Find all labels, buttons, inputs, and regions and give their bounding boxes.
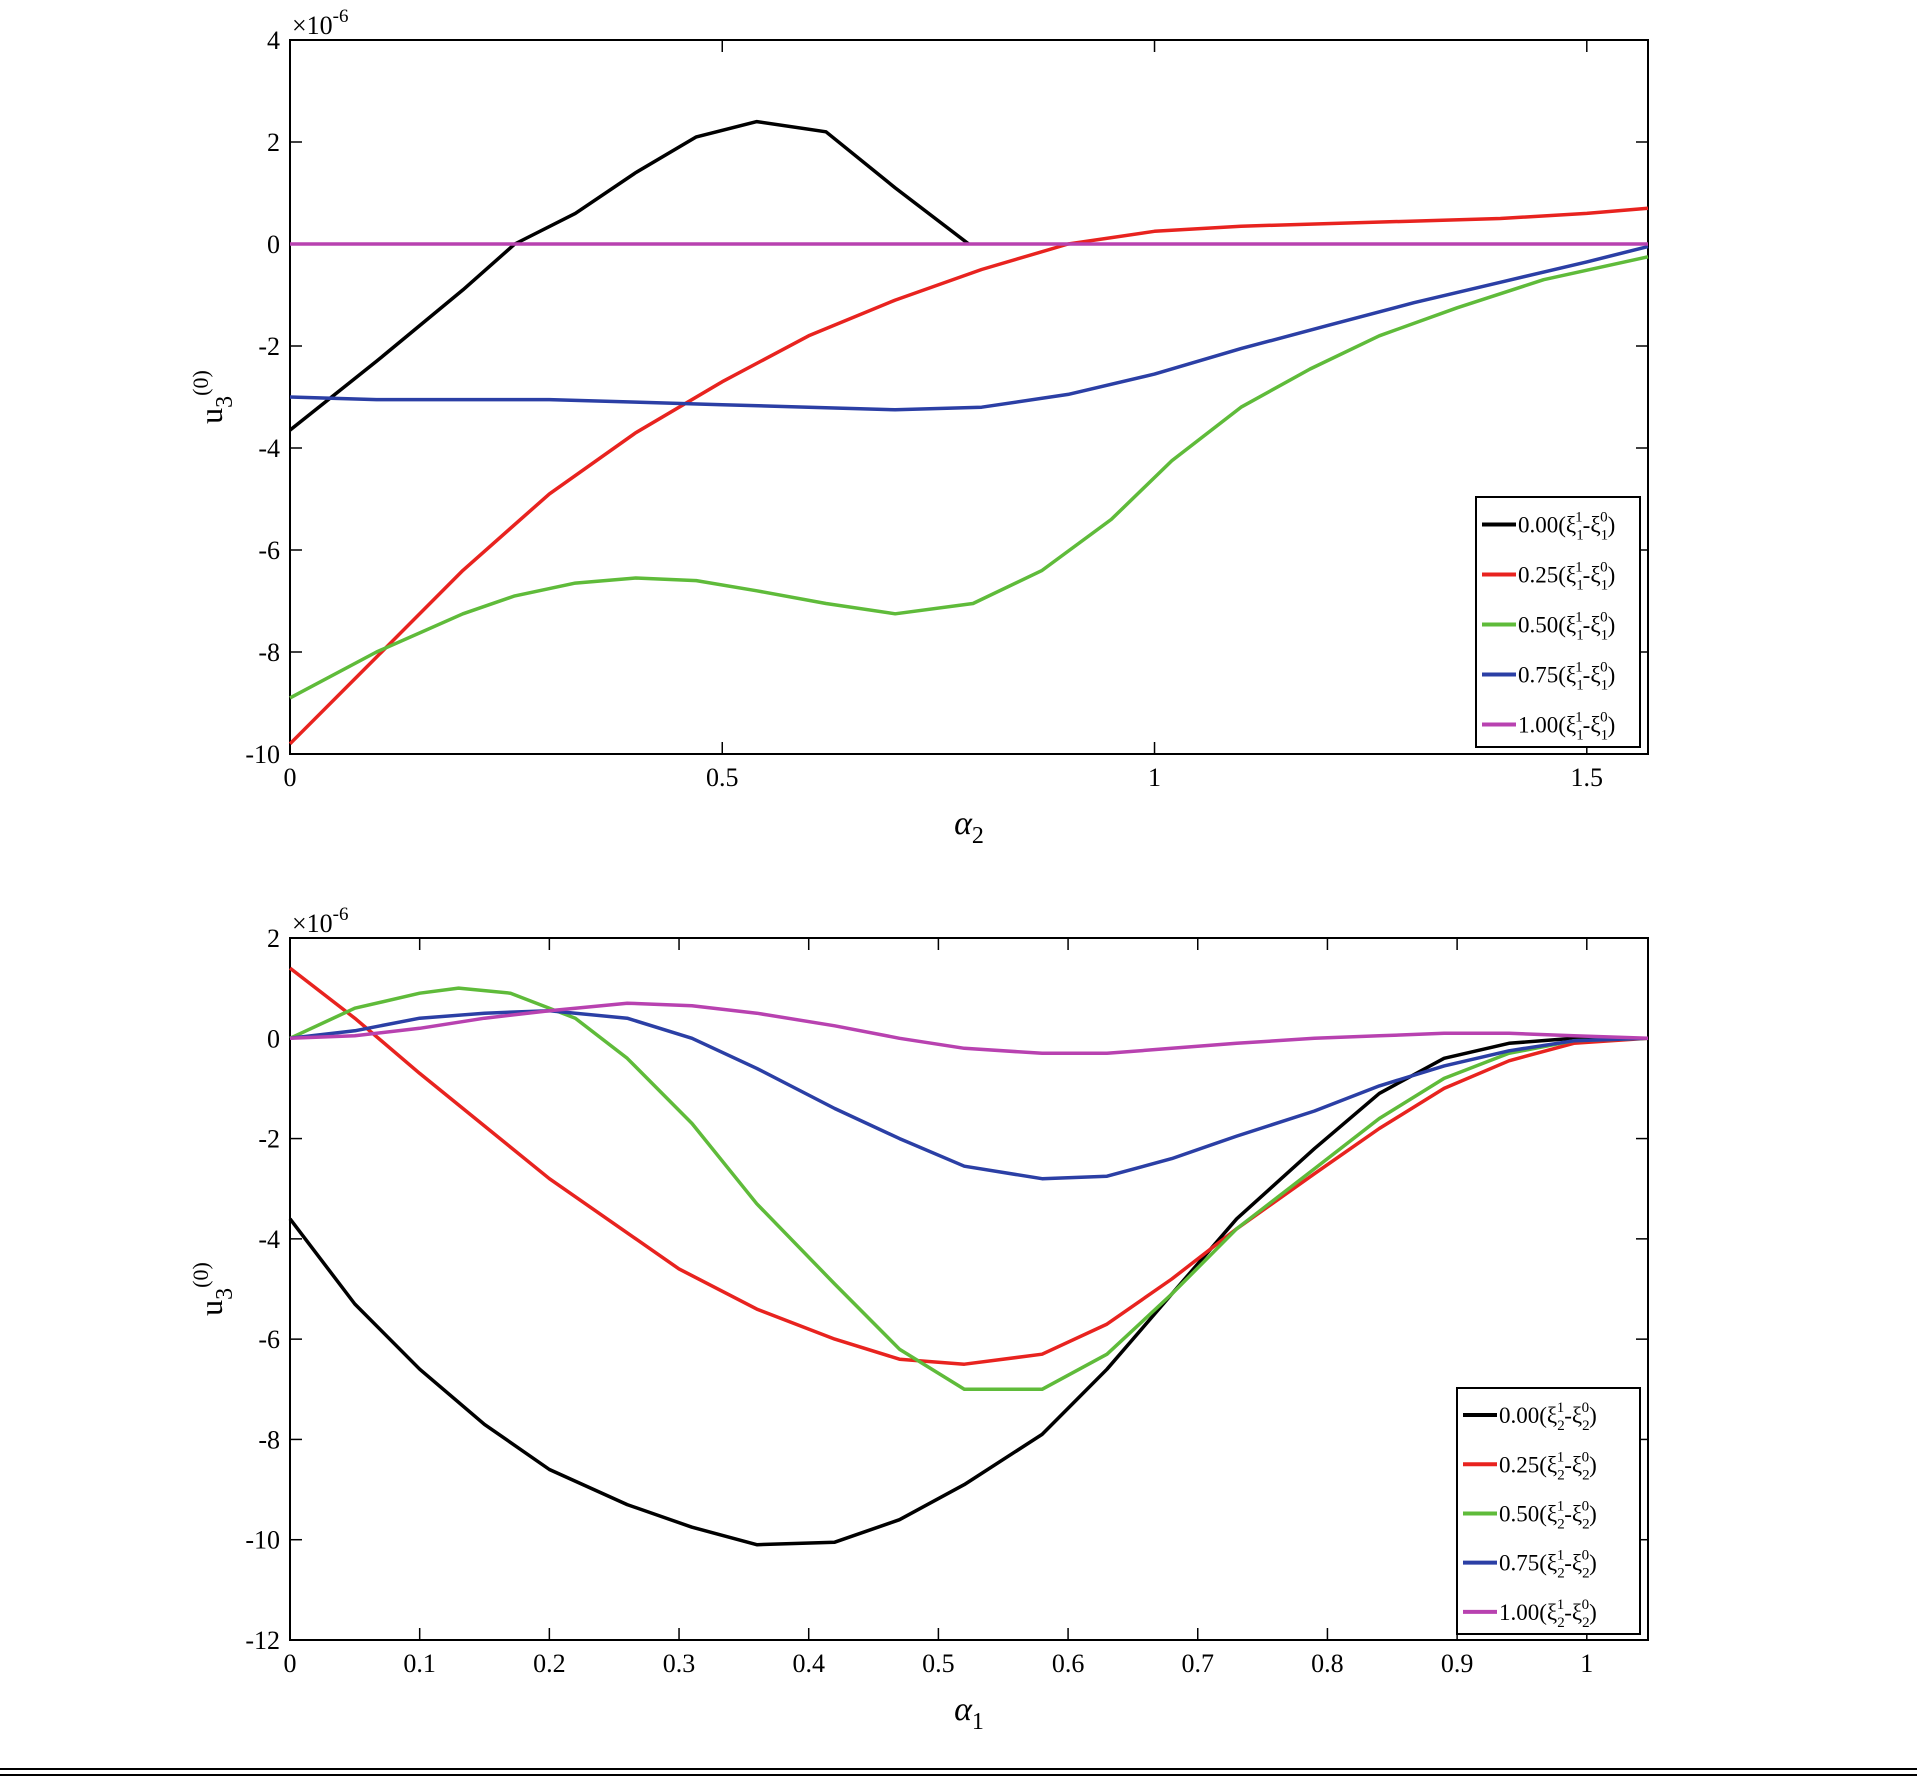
x-tick-label: 0.1 [403,1649,436,1678]
x-tick-label: 0 [284,1649,297,1678]
legend-box [1475,496,1641,748]
x-tick-label: 1.5 [1571,763,1604,792]
y-axis-label: u3(0) [188,1262,238,1316]
series-line-bottom-0 [288,1036,1648,1547]
y-tick-label: -8 [258,1425,280,1454]
y-tick-label: 0 [267,1024,280,1053]
axis-exponent: ×10-6 [292,6,349,40]
y-axis-label: u3(0) [188,370,238,424]
y-tick-label: 2 [267,128,280,157]
legend-bottom: 0.00(ξ21-ξ20) 0.25(ξ21-ξ20) 0.50(ξ21-ξ20) 0… [1456,1387,1641,1635]
legend-label: 0.75(ξ11-ξ10) [1518,660,1615,694]
x-tick-label: 0.3 [663,1649,696,1678]
x-tick-label: 0.4 [792,1649,825,1678]
legend-label: 1.00(ξ21-ξ20) [1499,1597,1597,1631]
legend-label: 0.50(ξ21-ξ20) [1499,1498,1597,1532]
y-tick-label: -4 [258,434,280,463]
chart-top: 0 0.5 1 1.5 4 2 0 -2 -4 -6 -8 -10 ×10-6 α2 u3(0) 0.00(ξ… [188,6,1649,849]
x-tick-label: 0.8 [1311,1649,1344,1678]
legend-label: 1.00(ξ11-ξ10) [1518,710,1615,744]
series-line-top-3 [289,244,1649,412]
legend-label: 0.75(ξ21-ξ20) [1499,1548,1597,1582]
y-tick-label: -10 [245,1526,280,1555]
axis-exponent: ×10-6 [292,904,349,938]
x-tick-label: 0.7 [1182,1649,1215,1678]
legend-label: 0.25(ξ21-ξ20) [1499,1449,1597,1483]
x-tick-label: 0.5 [922,1649,955,1678]
series-line-bottom-4 [289,1001,1649,1056]
y-tick-label: 0 [267,230,280,259]
chart-bottom: 0 0.1 0.2 0.3 0.4 0.5 0.6 0.7 0.8 0.9 1 2 0 -2 -4 -6 -8 -… [188,904,1649,1735]
series-line-bottom-1 [288,966,1649,1366]
series-line-top-1 [288,206,1649,746]
y-tick-label: -12 [245,1626,280,1655]
x-tick-label: 0.6 [1052,1649,1085,1678]
legend-label: 0.00(ξ11-ξ10) [1518,510,1615,544]
x-tick-label: 1 [1148,763,1161,792]
y-tick-label: 4 [267,26,280,55]
legend-top: 0.00(ξ11-ξ10) 0.25(ξ11-ξ10) 0.50(ξ11-ξ10) 0… [1475,496,1641,748]
series-line-bottom-3 [289,1008,1649,1181]
x-axis-label: α2 [954,805,984,849]
x-tick-label: 1 [1580,1649,1593,1678]
y-tick-label: -2 [258,332,280,361]
legend-label: 0.50(ξ11-ξ10) [1518,610,1615,644]
y-tick-label: -10 [245,740,280,769]
y-tick-label: -2 [258,1125,280,1154]
series-line-bottom-2 [289,986,1649,1392]
y-tick-label: -8 [258,638,280,667]
legend-label: 0.00(ξ21-ξ20) [1499,1400,1597,1434]
legend-label: 0.25(ξ11-ξ10) [1518,560,1615,594]
y-tick-label: -4 [258,1225,280,1254]
series-line-top-2 [289,255,1649,700]
y-tick-label: -6 [258,1325,280,1354]
plot-area [289,937,1649,1641]
y-tick-label: 2 [267,924,280,953]
series-line-top-0 [288,119,970,432]
x-tick-label: 0.9 [1441,1649,1474,1678]
y-tick-label: -6 [258,536,280,565]
x-tick-label: 0.2 [533,1649,566,1678]
x-tick-label: 0 [284,763,297,792]
legend-box [1456,1387,1641,1635]
x-axis-label: α1 [954,1691,984,1735]
plot-area [289,39,1649,755]
x-tick-label: 0.5 [706,763,739,792]
